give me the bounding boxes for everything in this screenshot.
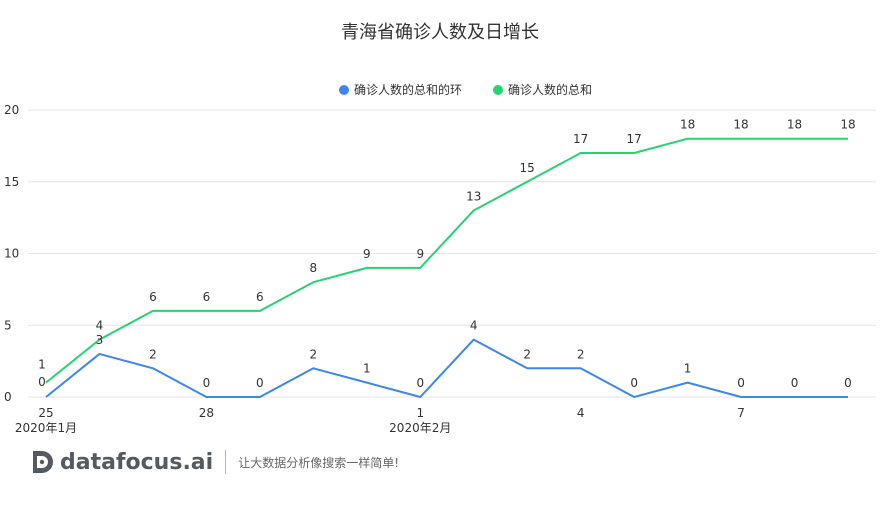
data-label: 2 — [577, 347, 585, 361]
datafocus-logo-icon — [33, 451, 53, 473]
x-tick-label: 1 — [416, 406, 424, 420]
data-label: 18 — [840, 118, 855, 132]
data-label: 0 — [256, 376, 264, 390]
data-point[interactable] — [632, 395, 636, 399]
data-label: 8 — [310, 261, 318, 275]
data-label: 17 — [573, 132, 588, 146]
data-label: 2 — [149, 347, 157, 361]
data-point[interactable] — [739, 137, 743, 141]
data-label: 0 — [38, 375, 46, 389]
footer-slogan: 让大数据分析像搜索一样简单! — [238, 455, 399, 470]
y-tick-label: 5 — [4, 318, 12, 332]
y-tick-label: 10 — [4, 247, 19, 261]
data-point[interactable] — [686, 137, 690, 141]
data-point[interactable] — [846, 137, 850, 141]
brand-name: datafocus.ai — [60, 449, 214, 475]
legend-label: 确诊人数的总和的环 — [354, 82, 462, 97]
data-point[interactable] — [258, 395, 262, 399]
data-label: 13 — [466, 189, 481, 203]
data-point[interactable] — [846, 395, 850, 399]
legend-item[interactable]: 确诊人数的总和的环 — [339, 82, 462, 97]
data-point[interactable] — [418, 266, 422, 270]
x-tick-label: 28 — [199, 406, 214, 420]
legend-item[interactable]: 确诊人数的总和 — [493, 82, 592, 97]
data-label: 15 — [520, 161, 535, 175]
footer: datafocus.ai 让大数据分析像搜索一样简单! — [30, 447, 399, 477]
legend-marker — [339, 85, 349, 95]
y-tick-label: 20 — [4, 103, 19, 117]
data-point[interactable] — [525, 180, 529, 184]
data-label: 17 — [626, 132, 641, 146]
series-line[interactable] — [45, 338, 848, 398]
data-point[interactable] — [686, 381, 690, 385]
data-label: 6 — [203, 290, 211, 304]
data-label: 0 — [416, 376, 424, 390]
y-tick-label: 0 — [4, 390, 12, 404]
data-point[interactable] — [579, 366, 583, 370]
data-point[interactable] — [204, 395, 208, 399]
data-label: 0 — [203, 376, 211, 390]
data-label: 18 — [733, 118, 748, 132]
x-tick-label: 25 — [38, 406, 53, 420]
data-label: 6 — [256, 290, 264, 304]
data-point[interactable] — [311, 366, 315, 370]
data-label: 2 — [523, 347, 531, 361]
data-point[interactable] — [739, 395, 743, 399]
data-label: 0 — [844, 376, 852, 390]
data-label: 3 — [96, 333, 104, 347]
x-tick-sublabel: 2020年1月 — [15, 421, 77, 435]
data-point[interactable] — [793, 395, 797, 399]
data-point[interactable] — [418, 395, 422, 399]
series-layer — [44, 137, 850, 399]
data-label: 4 — [470, 319, 478, 333]
data-point[interactable] — [365, 381, 369, 385]
data-point[interactable] — [365, 266, 369, 270]
footer-divider — [225, 450, 227, 474]
data-label: 0 — [737, 376, 745, 390]
grid — [28, 109, 876, 398]
data-point[interactable] — [472, 208, 476, 212]
data-point[interactable] — [204, 309, 208, 313]
x-tick-label: 7 — [737, 406, 745, 420]
data-point[interactable] — [151, 309, 155, 313]
data-point[interactable] — [97, 352, 101, 356]
data-point[interactable] — [258, 309, 262, 313]
data-point[interactable] — [472, 338, 476, 342]
x-tick-label: 4 — [577, 406, 585, 420]
data-label: 1 — [684, 362, 692, 376]
data-label: 1 — [38, 358, 46, 372]
data-point[interactable] — [151, 366, 155, 370]
data-label: 18 — [787, 118, 802, 132]
legend-label: 确诊人数的总和 — [508, 82, 592, 97]
series-line[interactable] — [45, 137, 848, 384]
data-label: 1 — [363, 362, 371, 376]
legend-marker — [493, 85, 503, 95]
x-tick-sublabel: 2020年2月 — [389, 421, 451, 435]
y-axis: 0 5 10 15 20 — [4, 103, 19, 404]
data-label: 2 — [310, 347, 318, 361]
data-label: 9 — [363, 247, 371, 261]
data-label: 4 — [96, 319, 104, 333]
data-label: 0 — [630, 376, 638, 390]
data-label: 9 — [416, 247, 424, 261]
data-point[interactable] — [632, 151, 636, 155]
legend[interactable]: 确诊人数的总和的环 确诊人数的总和 — [339, 82, 592, 97]
data-point[interactable] — [525, 366, 529, 370]
data-point[interactable] — [311, 280, 315, 284]
data-point[interactable] — [579, 151, 583, 155]
data-label: 18 — [680, 118, 695, 132]
y-tick-label: 15 — [4, 175, 19, 189]
chart-title: 青海省确诊人数及日增长 — [341, 22, 539, 43]
data-label: 6 — [149, 290, 157, 304]
data-labels: 0 3 2 0 0 2 1 0 4 2 2 0 1 0 0 0 1 4 6 6 6 8 9 9 13 15 17 17 18 18 18 18 — [38, 118, 855, 390]
data-label: 0 — [791, 376, 799, 390]
data-point[interactable] — [44, 395, 48, 399]
data-point[interactable] — [793, 137, 797, 141]
